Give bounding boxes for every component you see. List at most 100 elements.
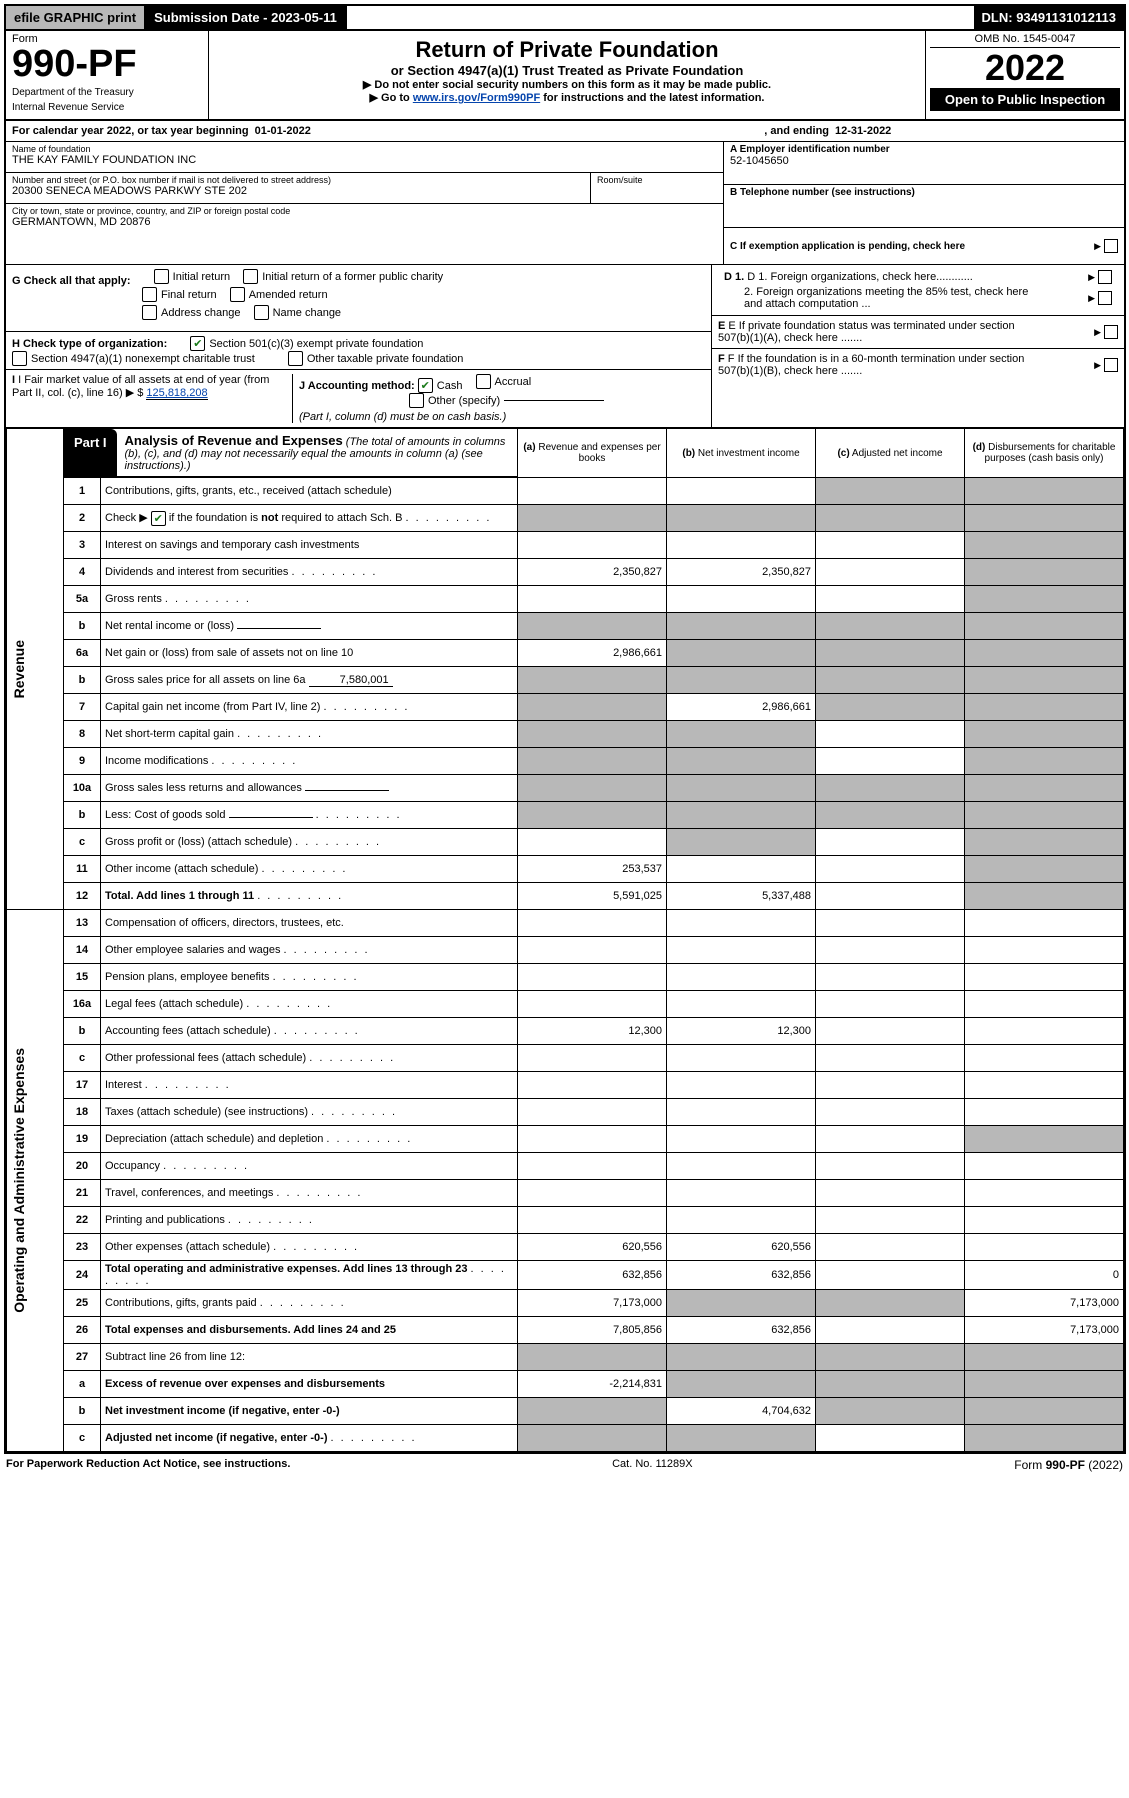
- cal-mid: , and ending: [764, 125, 829, 137]
- note-2: ▶ Go to www.irs.gov/Form990PF for instru…: [217, 91, 917, 104]
- e-row: E E If private foundation status was ter…: [712, 315, 1124, 348]
- i-block: I I Fair market value of all assets at e…: [12, 374, 292, 423]
- d1-row: D 1. D 1. Foreign organizations, check h…: [718, 269, 1118, 285]
- c-checkbox[interactable]: [1104, 239, 1118, 253]
- table-row: 17Interest: [7, 1072, 1124, 1099]
- name-label: Name of foundation: [12, 144, 717, 154]
- table-row: 14Other employee salaries and wages: [7, 937, 1124, 964]
- table-row: 2Check ▶ if the foundation is not requir…: [7, 505, 1124, 532]
- irs-link[interactable]: www.irs.gov/Form990PF: [413, 92, 540, 104]
- d2-checkbox[interactable]: [1098, 291, 1112, 305]
- header-left: Form 990-PF Department of the Treasury I…: [6, 31, 209, 119]
- table-row: bGross sales price for all assets on lin…: [7, 667, 1124, 694]
- g-address[interactable]: Address change: [142, 305, 241, 320]
- addr-label: Number and street (or P.O. box number if…: [12, 175, 584, 185]
- d1-checkbox[interactable]: [1098, 270, 1112, 284]
- j-accrual[interactable]: Accrual: [476, 374, 532, 389]
- note-1: ▶ Do not enter social security numbers o…: [217, 78, 917, 91]
- table-row: 3Interest on savings and temporary cash …: [7, 532, 1124, 559]
- form-subtitle: or Section 4947(a)(1) Trust Treated as P…: [217, 63, 917, 78]
- g-initial-return[interactable]: Initial return: [154, 269, 230, 284]
- j-block: J Accounting method: Cash Accrual Other …: [292, 374, 705, 423]
- dln: DLN: 93491131012113: [974, 6, 1124, 29]
- f-row: F F If the foundation is in a 60-month t…: [712, 348, 1124, 381]
- table-row: 26Total expenses and disbursements. Add …: [7, 1317, 1124, 1344]
- header-right: OMB No. 1545-0047 2022 Open to Public In…: [925, 31, 1124, 119]
- h-501c3[interactable]: Section 501(c)(3) exempt private foundat…: [190, 336, 423, 351]
- checkboxes-section: G Check all that apply: Initial return I…: [6, 265, 1124, 429]
- irs: Internal Revenue Service: [12, 102, 202, 113]
- table-row: 23Other expenses (attach schedule) 620,5…: [7, 1234, 1124, 1261]
- city-state-zip: GERMANTOWN, MD 20876: [12, 216, 717, 228]
- table-row: bNet rental income or (loss): [7, 613, 1124, 640]
- e-checkbox[interactable]: [1104, 325, 1118, 339]
- phone-cell: B Telephone number (see instructions): [724, 185, 1124, 228]
- efile-badge: efile GRAPHIC print: [6, 6, 146, 29]
- form-container: efile GRAPHIC print Submission Date - 20…: [4, 4, 1126, 1454]
- calendar-year-row: For calendar year 2022, or tax year begi…: [6, 121, 1124, 142]
- footer-mid: Cat. No. 11289X: [612, 1458, 693, 1472]
- table-row: 6aNet gain or (loss) from sale of assets…: [7, 640, 1124, 667]
- i-label: I Fair market value of all assets at end…: [12, 374, 269, 399]
- h-other[interactable]: Other taxable private foundation: [288, 351, 464, 366]
- table-row: cOther professional fees (attach schedul…: [7, 1045, 1124, 1072]
- d2-row: 2. Foreign organizations meeting the 85%…: [718, 285, 1118, 311]
- table-row: cGross profit or (loss) (attach schedule…: [7, 829, 1124, 856]
- footer: For Paperwork Reduction Act Notice, see …: [4, 1454, 1125, 1472]
- footer-right: Form 990-PF (2022): [1014, 1458, 1123, 1472]
- table-row: 21Travel, conferences, and meetings: [7, 1180, 1124, 1207]
- note2-post: for instructions and the latest informat…: [540, 92, 764, 104]
- street-address: 20300 SENECA MEADOWS PARKWY STE 202: [12, 185, 584, 197]
- table-row: 19Depreciation (attach schedule) and dep…: [7, 1126, 1124, 1153]
- room-cell: Room/suite: [590, 173, 723, 204]
- table-row: 8Net short-term capital gain: [7, 721, 1124, 748]
- tax-year: 2022: [930, 48, 1120, 88]
- boxes-right: D 1. D 1. Foreign organizations, check h…: [712, 265, 1124, 427]
- header-center: Return of Private Foundation or Section …: [209, 31, 925, 119]
- table-row: 16aLegal fees (attach schedule): [7, 991, 1124, 1018]
- form-title: Return of Private Foundation: [217, 37, 917, 63]
- dept-treasury: Department of the Treasury: [12, 87, 202, 98]
- h-label: H Check type of organization:: [12, 338, 167, 350]
- g-label: G Check all that apply:: [12, 275, 131, 287]
- g-initial-former[interactable]: Initial return of a former public charit…: [243, 269, 443, 284]
- room-label: Room/suite: [597, 175, 717, 185]
- footer-left: For Paperwork Reduction Act Notice, see …: [6, 1458, 290, 1472]
- table-row: 12Total. Add lines 1 through 11 5,591,02…: [7, 883, 1124, 910]
- table-row: 24Total operating and administrative exp…: [7, 1261, 1124, 1290]
- cal-begin: 01-01-2022: [255, 125, 311, 137]
- expenses-side-label: Operating and Administrative Expenses: [7, 910, 64, 1452]
- cal-pre: For calendar year 2022, or tax year begi…: [12, 125, 249, 137]
- header-row: Form 990-PF Department of the Treasury I…: [6, 31, 1124, 121]
- city-cell: City or town, state or province, country…: [6, 204, 723, 234]
- h-4947[interactable]: Section 4947(a)(1) nonexempt charitable …: [12, 351, 255, 366]
- j-cash[interactable]: Cash: [418, 378, 463, 393]
- ein-value: 52-1045650: [730, 155, 1118, 167]
- id-right: A Employer identification number 52-1045…: [723, 142, 1124, 264]
- c-arrow-box: [1091, 239, 1118, 253]
- f-checkbox[interactable]: [1104, 358, 1118, 372]
- cal-end: 12-31-2022: [835, 125, 891, 137]
- revenue-side-label: Revenue: [7, 429, 64, 910]
- ein-cell: A Employer identification number 52-1045…: [724, 142, 1124, 185]
- addr-cell: Number and street (or P.O. box number if…: [6, 173, 590, 204]
- omb-number: OMB No. 1545-0047: [930, 33, 1120, 48]
- table-row: 25Contributions, gifts, grants paid 7,17…: [7, 1290, 1124, 1317]
- phone-label: B Telephone number (see instructions): [730, 187, 1118, 198]
- table-row: 10aGross sales less returns and allowanc…: [7, 775, 1124, 802]
- fmv-value[interactable]: 125,818,208: [146, 387, 207, 400]
- g-final[interactable]: Final return: [142, 287, 217, 302]
- table-row: 7Capital gain net income (from Part IV, …: [7, 694, 1124, 721]
- name-cell: Name of foundation THE KAY FAMILY FOUNDA…: [6, 142, 723, 173]
- table-row: 15Pension plans, employee benefits: [7, 964, 1124, 991]
- table-row: 9Income modifications: [7, 748, 1124, 775]
- form-number: 990-PF: [12, 45, 202, 83]
- g-amended[interactable]: Amended return: [230, 287, 328, 302]
- g-name[interactable]: Name change: [254, 305, 342, 320]
- j-other[interactable]: Other (specify): [409, 393, 604, 408]
- j-label: J Accounting method:: [299, 380, 415, 392]
- ein-label: A Employer identification number: [730, 144, 1118, 155]
- table-row: Operating and Administrative Expenses13C…: [7, 910, 1124, 937]
- table-row: aExcess of revenue over expenses and dis…: [7, 1371, 1124, 1398]
- table-row: 18Taxes (attach schedule) (see instructi…: [7, 1099, 1124, 1126]
